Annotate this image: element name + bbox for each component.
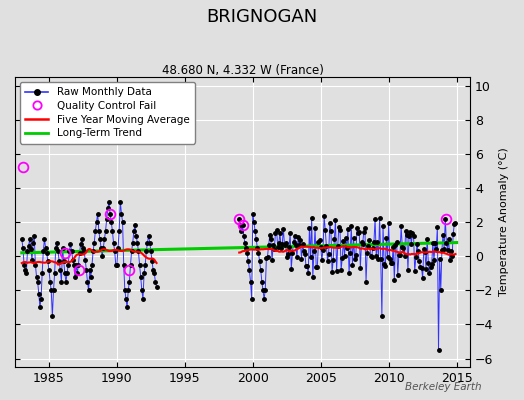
Legend: Raw Monthly Data, Quality Control Fail, Five Year Moving Average, Long-Term Tren: Raw Monthly Data, Quality Control Fail, … (20, 82, 194, 144)
Title: 48.680 N, 4.332 W (France): 48.680 N, 4.332 W (France) (162, 64, 323, 77)
Text: BRIGNOGAN: BRIGNOGAN (206, 8, 318, 26)
Y-axis label: Temperature Anomaly (°C): Temperature Anomaly (°C) (499, 148, 509, 296)
Text: Berkeley Earth: Berkeley Earth (406, 382, 482, 392)
